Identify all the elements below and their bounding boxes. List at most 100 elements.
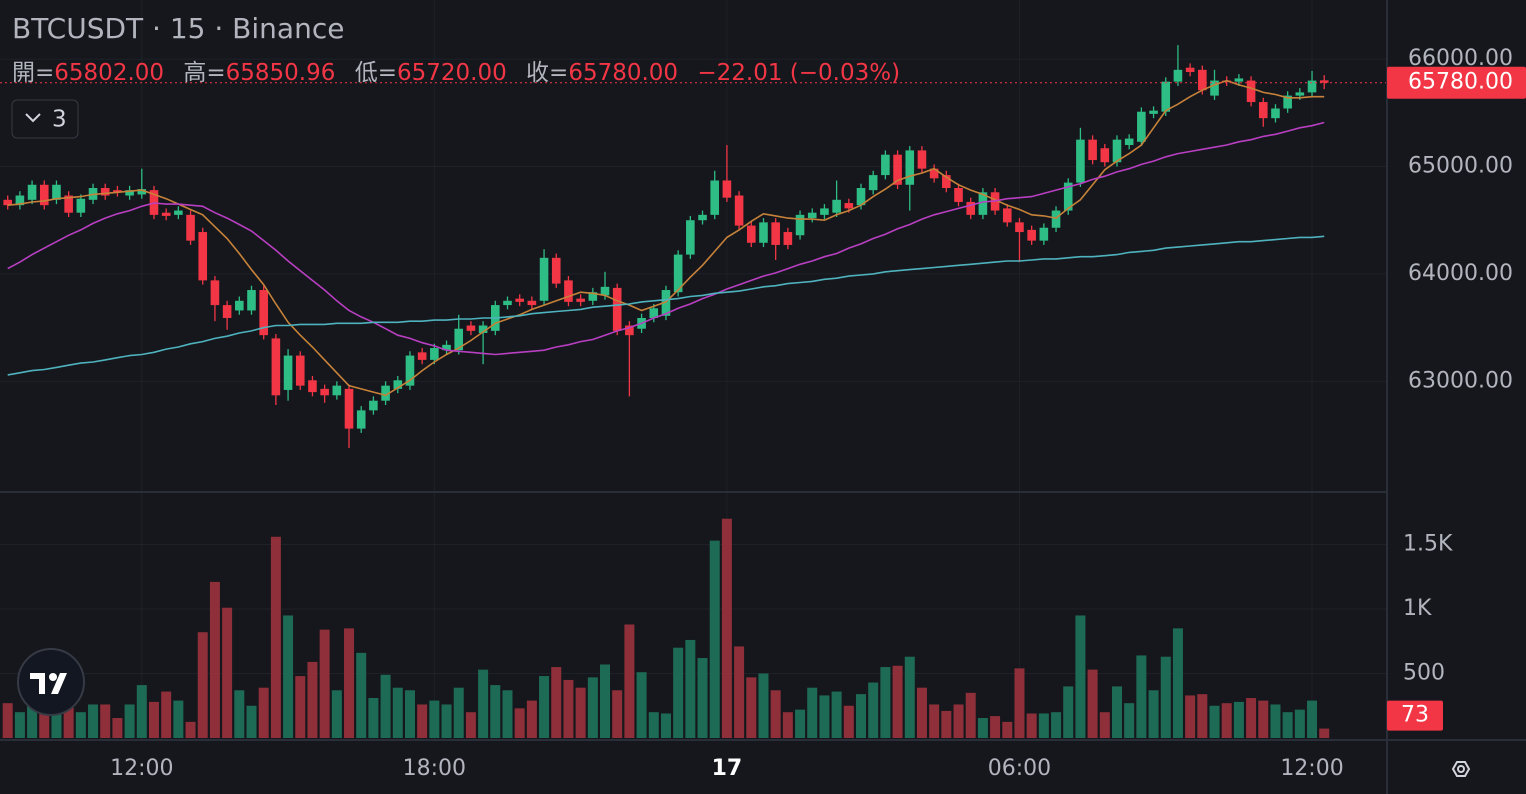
x-tick-label: 12:00: [110, 756, 173, 781]
low-label: 低=: [355, 60, 397, 86]
candle-body: [235, 300, 244, 311]
candle-body: [771, 222, 780, 245]
volume-bar: [795, 709, 806, 738]
last-price-label: 65780.00: [1408, 70, 1513, 95]
volume-bar: [478, 669, 489, 738]
candle-body: [283, 355, 293, 390]
candle-body: [1002, 208, 1012, 223]
volume-bar: [880, 667, 891, 738]
candle-body: [27, 184, 37, 200]
candle-body: [417, 352, 427, 360]
candle-body: [1015, 222, 1024, 233]
volume-bar: [1294, 709, 1305, 738]
settings-icon[interactable]: [1451, 761, 1471, 777]
candle-body: [137, 189, 147, 195]
volume-bar: [636, 672, 647, 738]
volume-bar: [88, 704, 99, 738]
candle-body: [308, 380, 317, 393]
volume-bar: [173, 700, 184, 738]
candle-body: [125, 190, 134, 196]
marks: [0, 45, 1387, 738]
close-label: 收=: [526, 60, 568, 86]
candle-body: [746, 225, 756, 243]
volume-bar: [868, 682, 879, 738]
y-tick-label: 64000.00: [1408, 261, 1513, 286]
volume-bar: [1319, 728, 1330, 738]
candle-body: [1051, 210, 1061, 228]
candle-body: [832, 199, 841, 213]
candle-body: [966, 201, 976, 215]
candle-body: [320, 388, 329, 396]
volume-bar: [124, 704, 135, 738]
candle-body: [905, 150, 915, 185]
candle-body: [759, 222, 768, 243]
volume-bar: [14, 712, 25, 738]
candle-body: [942, 175, 951, 188]
volume-bar: [965, 692, 976, 738]
volume-tick-label: 500: [1403, 661, 1445, 686]
candle-body: [844, 203, 854, 209]
volume-bar: [100, 704, 111, 738]
indicator-button[interactable]: [11, 99, 79, 139]
volume-bar: [1051, 712, 1062, 738]
x-tick-label: 06:00: [988, 756, 1051, 781]
volume-bar: [27, 700, 38, 738]
volume-bar: [1307, 700, 1318, 738]
volume-bar: [197, 632, 208, 738]
volume-bar: [1233, 701, 1244, 738]
volume-bar: [246, 705, 257, 738]
candle-body: [1124, 138, 1134, 146]
candle-body: [344, 388, 354, 429]
volume-bar: [63, 701, 74, 738]
volume-bar: [2, 703, 13, 738]
candle-body: [661, 290, 671, 316]
chevron-icon: [25, 113, 41, 123]
candle-body: [503, 300, 512, 306]
volume-bar: [1026, 713, 1037, 738]
volume-bar: [161, 691, 172, 738]
volume-bar: [380, 674, 391, 738]
candle-body: [454, 328, 464, 351]
volume-bar: [258, 687, 269, 738]
candle-body: [161, 212, 171, 216]
x-tick-label: 18:00: [403, 756, 466, 781]
candle-body: [1283, 95, 1292, 109]
y-tick-label: 63000.00: [1408, 368, 1513, 393]
volume-bar: [112, 718, 123, 738]
volume-bar: [709, 540, 720, 738]
volume-bar: [831, 691, 842, 738]
candle-body: [576, 298, 585, 302]
volume-bar: [1209, 705, 1220, 738]
tradingview-logo[interactable]: [17, 648, 85, 716]
candle-body: [612, 287, 622, 331]
settings-button[interactable]: [1451, 761, 1471, 777]
last-price-box: [1387, 66, 1526, 99]
volume-bar: [575, 687, 586, 738]
candle-body: [600, 286, 610, 296]
candle-body: [113, 190, 122, 193]
volume-bar: [526, 700, 537, 738]
high-value: 65850.96: [226, 60, 336, 86]
indicator-count: 3: [52, 107, 67, 133]
x-tick-label: 17: [712, 756, 743, 781]
candle-body: [722, 180, 732, 198]
volume-bar: [1111, 686, 1122, 738]
indicator-toggle[interactable]: 3: [11, 99, 79, 139]
volume-bar: [941, 710, 952, 738]
candle-body: [783, 232, 793, 245]
logo-t: [30, 673, 45, 694]
candle-body: [893, 154, 902, 185]
volume-bar: [234, 690, 245, 738]
candle-body: [856, 187, 866, 206]
volume-bar: [465, 712, 476, 738]
volume-bar: [1258, 700, 1269, 738]
volume-bar: [673, 647, 684, 738]
candle-body: [39, 184, 49, 206]
candle-body: [442, 344, 451, 351]
candle-body: [186, 214, 195, 241]
candle-body: [539, 257, 549, 301]
volume-bar: [929, 704, 940, 738]
candle-body: [564, 280, 573, 302]
candle-body: [881, 154, 890, 176]
